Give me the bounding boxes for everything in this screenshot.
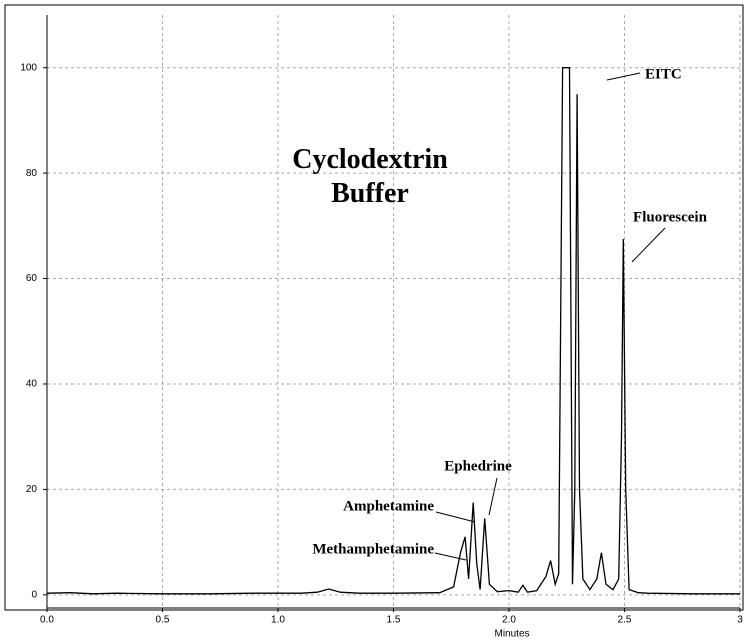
y-tick-label: 0 (31, 589, 37, 600)
x-tick-label: 0.0 (40, 615, 54, 626)
x-tick-label: 2.5 (618, 615, 632, 626)
signal-trace (46, 67, 740, 595)
y-tick-label: 80 (26, 168, 38, 179)
peak-label: Fluorescein (633, 209, 708, 225)
y-tick-label: 20 (26, 484, 38, 495)
y-tick-label: 60 (26, 273, 38, 284)
x-tick-label: 0.5 (156, 615, 170, 626)
peak-label: Amphetamine (343, 498, 434, 514)
peak-label: EITC (645, 66, 682, 82)
chart-title: Cyclodextrin Buffer (292, 144, 448, 209)
leader-line (434, 552, 467, 561)
leader-line (435, 511, 476, 523)
x-tick-label: 3 (737, 615, 743, 626)
x-axis-label: Minutes (494, 629, 529, 640)
leader-line (631, 227, 666, 263)
peak-label: Ephedrine (444, 458, 512, 474)
x-tick-label: 1.0 (271, 615, 285, 626)
y-tick-label: 40 (26, 379, 38, 390)
leader-line (606, 72, 641, 81)
peak-label: Methamphetamine (312, 541, 434, 557)
frame (4, 4, 744, 611)
y-tick-label: 100 (20, 62, 37, 73)
x-tick-label: 2.0 (502, 615, 516, 626)
x-tick-label: 1.5 (387, 615, 401, 626)
leader-line (488, 477, 498, 516)
